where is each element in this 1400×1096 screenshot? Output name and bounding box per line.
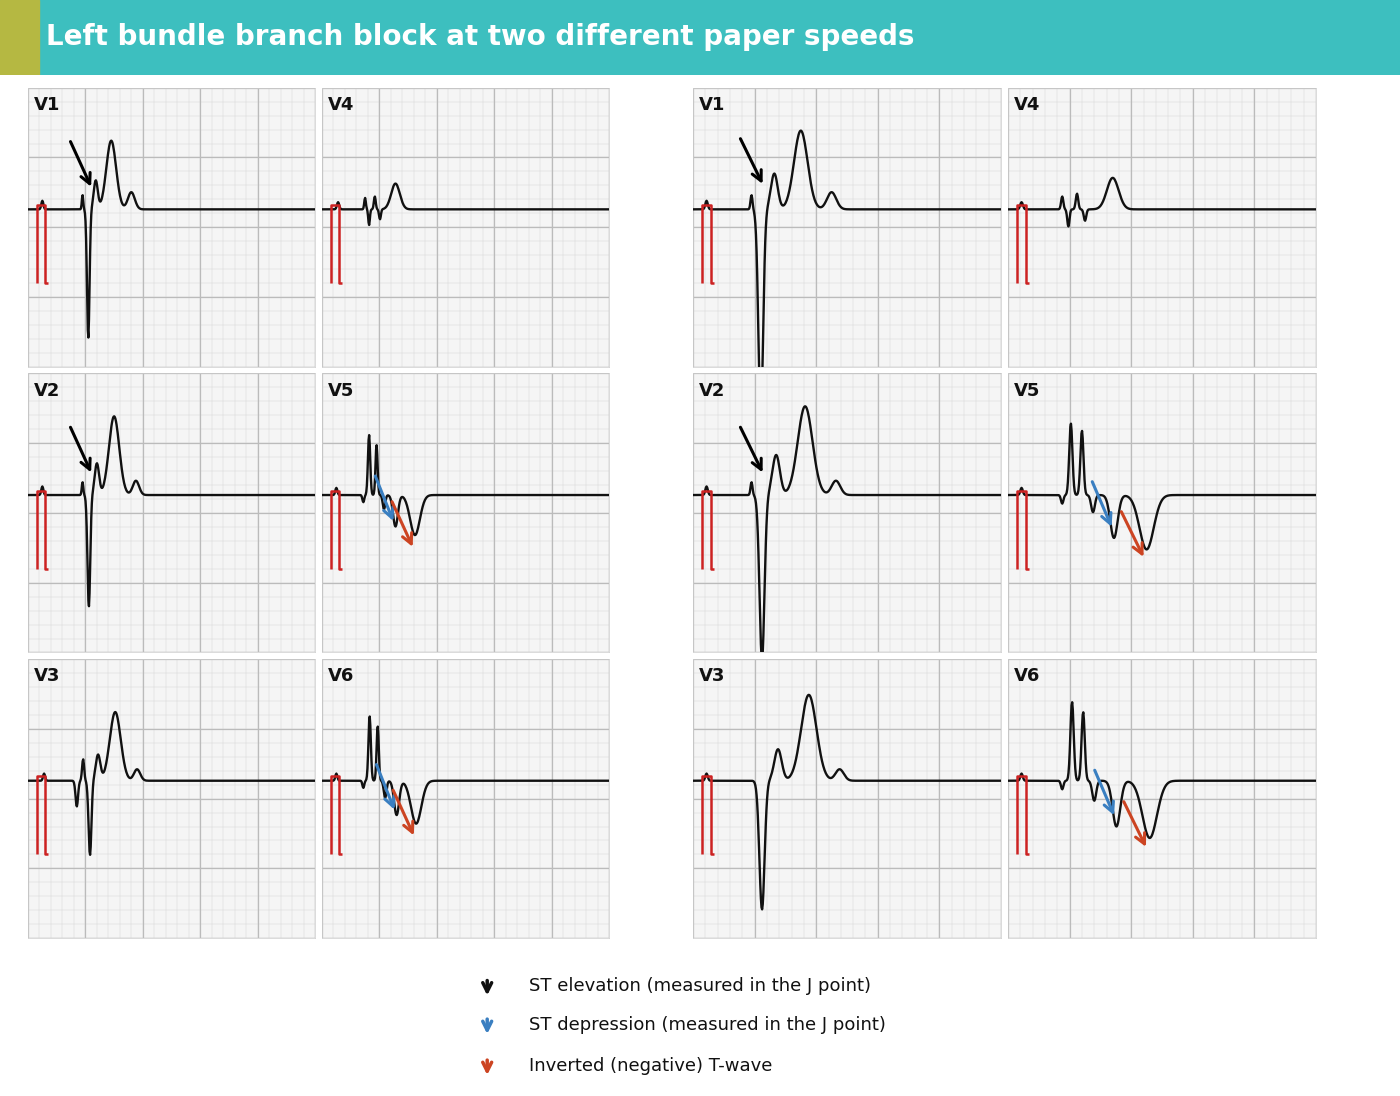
Text: ST elevation (measured in the J point): ST elevation (measured in the J point) [529,978,871,995]
Text: V3: V3 [699,667,725,685]
Text: V5: V5 [328,381,354,400]
Bar [0,0,39,75]
Text: ST depression (measured in the J point): ST depression (measured in the J point) [529,1016,886,1034]
Text: V5: V5 [1014,381,1040,400]
Text: V4: V4 [1014,96,1040,114]
Text: Left bundle branch block at two different paper speeds: Left bundle branch block at two differen… [46,23,914,52]
Text: V1: V1 [34,96,60,114]
Text: V2: V2 [699,381,725,400]
Text: 25 mm/s: 25 mm/s [28,90,113,110]
Text: V6: V6 [328,667,354,685]
Text: Inverted (negative) T-wave: Inverted (negative) T-wave [529,1057,773,1075]
Text: 50 mm/s: 50 mm/s [693,90,778,110]
Text: V4: V4 [328,96,354,114]
Text: V2: V2 [34,381,60,400]
Text: V6: V6 [1014,667,1040,685]
Text: V3: V3 [34,667,60,685]
Text: V1: V1 [699,96,725,114]
